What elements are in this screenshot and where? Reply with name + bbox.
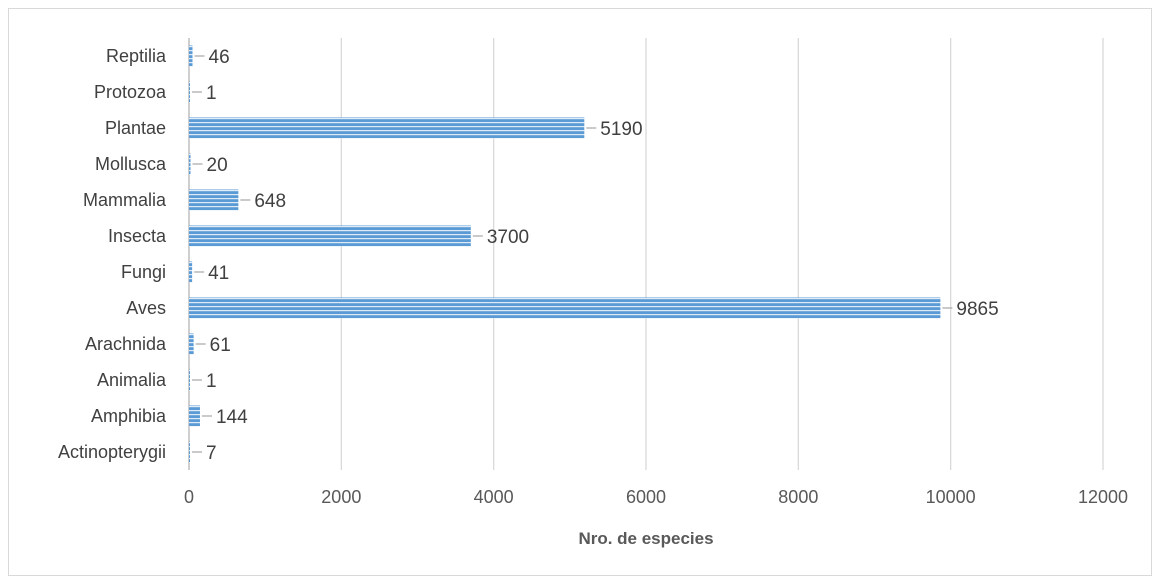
x-axis-title: Nro. de especies [578, 529, 713, 548]
data-label: 648 [254, 191, 286, 212]
bar [189, 117, 585, 139]
category-label: Mollusca [95, 154, 167, 174]
category-label: Actinopterygii [58, 442, 166, 462]
data-label: 46 [209, 47, 230, 68]
category-label: Mammalia [83, 190, 167, 210]
category-label: Aves [126, 298, 166, 318]
bar [189, 225, 471, 247]
chart-border [8, 8, 1152, 576]
data-label: 9865 [956, 299, 998, 320]
x-tick-label: 10000 [926, 487, 976, 507]
category-label: Reptilia [106, 46, 167, 66]
bar [189, 45, 193, 67]
category-label: Fungi [121, 262, 166, 282]
bar [189, 369, 190, 391]
data-label: 3700 [487, 227, 529, 248]
category-label: Plantae [105, 118, 166, 138]
category-label: Amphibia [91, 406, 167, 426]
bar [189, 261, 193, 283]
data-label: 20 [207, 155, 228, 176]
category-label: Arachnida [85, 334, 167, 354]
data-label: 61 [210, 335, 231, 356]
x-tick-label: 8000 [778, 487, 818, 507]
bar [189, 333, 194, 355]
data-label: 1 [206, 371, 217, 392]
x-tick-label: 6000 [626, 487, 666, 507]
bar [189, 81, 190, 103]
x-tick-label: 0 [184, 487, 194, 507]
gridlines [188, 38, 1104, 470]
x-tick-label: 12000 [1078, 487, 1128, 507]
bar [189, 297, 941, 319]
bar [189, 405, 200, 427]
data-labels: 7 144 1 61 9865 41 3700 648 20 5190 1 46 [206, 47, 999, 464]
bars [189, 45, 953, 463]
data-label: 5190 [600, 119, 642, 140]
x-tick-labels: 0 2000 4000 6000 8000 10000 12000 [184, 487, 1128, 507]
category-label: Animalia [97, 370, 167, 390]
category-label: Protozoa [94, 82, 167, 102]
bar [189, 441, 190, 463]
x-tick-label: 2000 [321, 487, 361, 507]
x-tick-label: 4000 [474, 487, 514, 507]
data-label: 1 [206, 83, 217, 104]
data-label: 7 [206, 443, 217, 464]
category-label: Insecta [108, 226, 167, 246]
bar [189, 189, 239, 211]
category-labels: Actinopterygii Amphibia Animalia Arachnida A… [58, 46, 167, 462]
data-label: 144 [216, 407, 248, 428]
data-label: 41 [208, 263, 229, 284]
bar [189, 153, 191, 175]
